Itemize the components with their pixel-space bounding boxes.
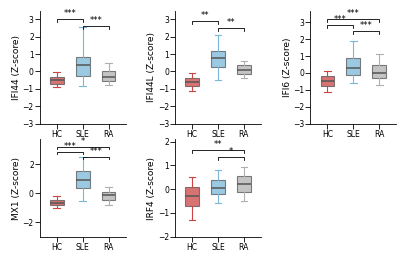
Text: ***: *** — [334, 15, 347, 24]
PathPatch shape — [211, 50, 225, 67]
Y-axis label: IRF4 (Z-score): IRF4 (Z-score) — [148, 156, 156, 220]
PathPatch shape — [102, 72, 116, 81]
PathPatch shape — [76, 171, 90, 188]
Text: ***: *** — [360, 21, 372, 30]
PathPatch shape — [185, 78, 199, 86]
PathPatch shape — [372, 64, 386, 78]
PathPatch shape — [237, 65, 251, 74]
Text: ***: *** — [64, 9, 76, 18]
Text: ***: *** — [64, 142, 76, 151]
PathPatch shape — [211, 180, 225, 194]
Text: *: * — [81, 137, 85, 146]
Text: ***: *** — [89, 16, 102, 25]
PathPatch shape — [185, 187, 199, 206]
Text: ***: *** — [89, 147, 102, 156]
Text: *: * — [229, 148, 233, 156]
Text: **: ** — [214, 140, 222, 149]
Text: **: ** — [227, 18, 235, 27]
PathPatch shape — [346, 58, 360, 75]
PathPatch shape — [50, 200, 64, 205]
PathPatch shape — [76, 57, 90, 76]
Y-axis label: MX1 (Z-score): MX1 (Z-score) — [12, 156, 21, 220]
Y-axis label: IFI44 (Z-score): IFI44 (Z-score) — [12, 34, 21, 100]
Y-axis label: IFI6 (Z-score): IFI6 (Z-score) — [282, 37, 292, 97]
Y-axis label: IFI44L (Z-score): IFI44L (Z-score) — [147, 32, 156, 102]
PathPatch shape — [237, 176, 251, 192]
PathPatch shape — [50, 77, 64, 84]
Text: ***: *** — [347, 9, 360, 18]
PathPatch shape — [102, 192, 116, 200]
PathPatch shape — [320, 75, 334, 86]
Text: **: ** — [201, 11, 209, 20]
